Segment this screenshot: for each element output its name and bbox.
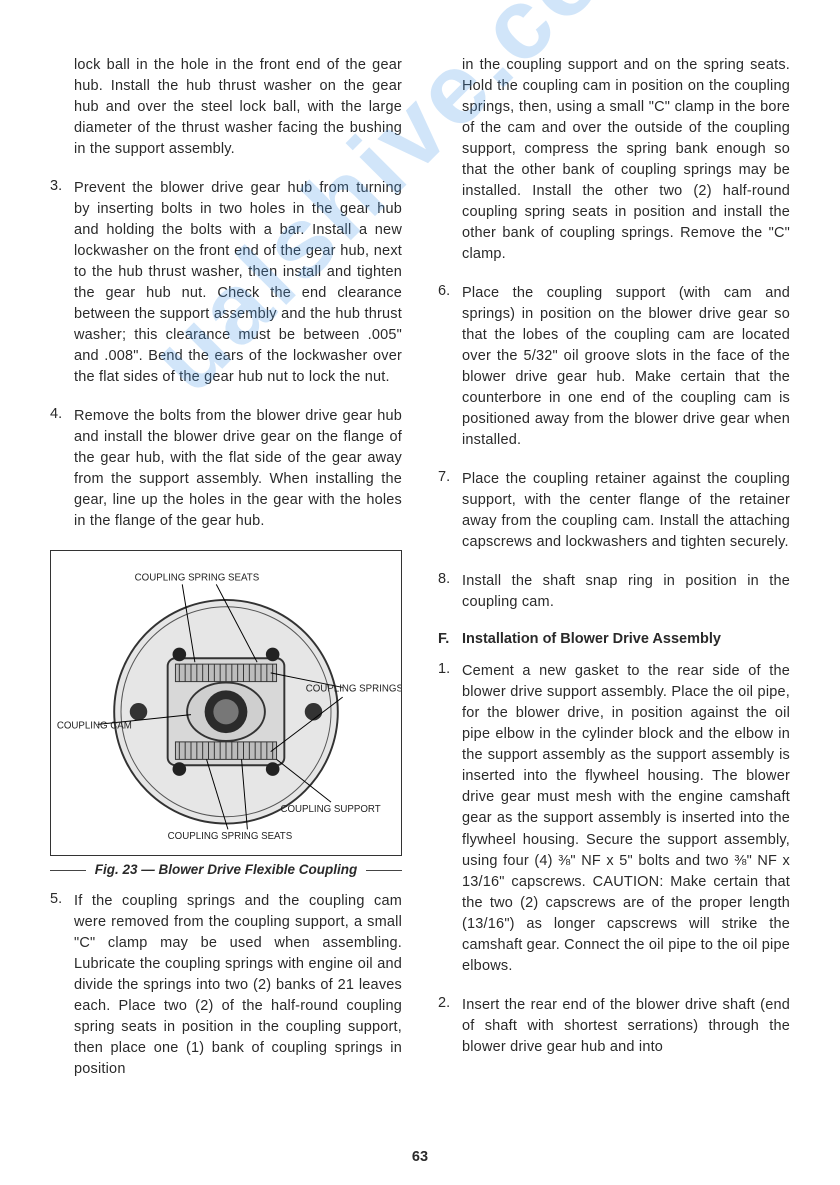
list-item: 2. Insert the rear end of the blower dri… [438, 995, 790, 1058]
item-text: Install the shaft snap ring in position … [462, 571, 790, 613]
item-text: Prevent the blower drive gear hub from t… [74, 178, 402, 388]
page-number: 63 [0, 1149, 840, 1165]
left-column: lock ball in the hole in the front end o… [50, 55, 402, 1098]
item-number: 5. [50, 891, 74, 1080]
item-number: 6. [438, 283, 462, 451]
section-heading: F. Installation of Blower Drive Assembly [438, 631, 790, 647]
list-item: 8. Install the shaft snap ring in positi… [438, 571, 790, 613]
item-text: Remove the bolts from the blower drive g… [74, 406, 402, 532]
page-body: lock ball in the hole in the front end o… [0, 0, 840, 1128]
item-number: 1. [438, 661, 462, 976]
item-number: 7. [438, 469, 462, 553]
figure-svg: COUPLING SPRING SEATS COUPLING SPRINGS C… [51, 557, 401, 849]
item-number: 4. [50, 406, 74, 532]
item-number: 8. [438, 571, 462, 613]
fig-label-bottom: COUPLING SPRING SEATS [168, 831, 293, 842]
lead-text: lock ball in the hole in the front end o… [74, 55, 402, 160]
item-text: Cement a new gasket to the rear side of … [462, 661, 790, 976]
item-text: Place the coupling support (with cam and… [462, 283, 790, 451]
continuation-para: lock ball in the hole in the front end o… [50, 55, 402, 160]
item-text: Place the coupling retainer against the … [462, 469, 790, 553]
fig-label-right: COUPLING SPRINGS [306, 684, 401, 695]
fig-label-br: COUPLING SUPPORT [280, 804, 380, 815]
item-text: If the coupling springs and the coupling… [74, 891, 402, 1080]
list-item: 6. Place the coupling support (with cam … [438, 283, 790, 451]
figure-caption: Fig. 23 — Blower Drive Flexible Coupling [50, 862, 402, 877]
continuation-para: in the coupling support and on the sprin… [438, 55, 790, 265]
list-item: 7. Place the coupling retainer against t… [438, 469, 790, 553]
section-title: Installation of Blower Drive Assembly [462, 631, 721, 647]
list-item: 4. Remove the bolts from the blower driv… [50, 406, 402, 532]
item-number: 3. [50, 178, 74, 388]
list-item: 3. Prevent the blower drive gear hub fro… [50, 178, 402, 388]
fig-label-top: COUPLING SPRING SEATS [135, 573, 260, 584]
list-item: 1. Cement a new gasket to the rear side … [438, 661, 790, 976]
item-text: Insert the rear end of the blower drive … [462, 995, 790, 1058]
section-letter: F. [438, 631, 462, 647]
figure-box: COUPLING SPRING SEATS COUPLING SPRINGS C… [50, 550, 402, 856]
fig-label-left: COUPLING CAM [57, 721, 132, 732]
lead-text: in the coupling support and on the sprin… [462, 55, 790, 265]
list-item: 5. If the coupling springs and the coupl… [50, 891, 402, 1080]
right-column: in the coupling support and on the sprin… [438, 55, 790, 1098]
item-number: 2. [438, 995, 462, 1058]
